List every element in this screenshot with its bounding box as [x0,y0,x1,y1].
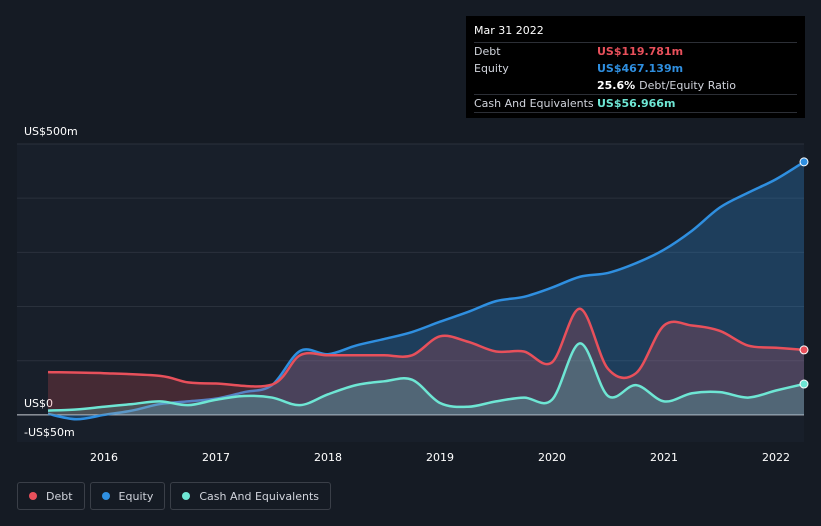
tooltip-value-cash: US$56.966m [597,97,676,110]
chart-legend: Debt Equity Cash And Equivalents [17,482,331,510]
tooltip-bottom-rule [474,112,797,114]
legend-item-equity[interactable]: Equity [89,482,166,510]
legend-dot-cash [182,492,191,500]
end-marker-debt [799,345,809,355]
x-tick-label-2018: 2018 [314,451,342,464]
x-tick-label-2019: 2019 [426,451,454,464]
tooltip-row-equity: Equity US$467.139m [474,60,797,77]
legend-label-equity: Equity [118,489,154,503]
tooltip-value-ratio: 25.6% [597,79,636,92]
end-marker-cash-and-equivalents [799,379,809,389]
tooltip-value-debt: US$119.781m [597,45,684,58]
series-area-debt [48,308,804,415]
x-tick-label-2022: 2022 [762,451,790,464]
tooltip-label-ratio [474,77,597,94]
end-marker-equity [799,157,809,167]
tooltip-value-equity: US$467.139m [597,62,684,75]
legend-label-cash: Cash And Equivalents [199,489,319,503]
tooltip-panel: Mar 31 2022 Debt US$119.781m Equity US$4… [466,16,805,118]
y-tick-label-1: US$0 [24,397,53,410]
x-tick-label-2017: 2017 [202,451,230,464]
tooltip-row-debt: Debt US$119.781m [474,42,797,60]
legend-item-cash[interactable]: Cash And Equivalents [170,482,331,510]
series-line-debt [47,307,805,388]
x-tick-label-2016: 2016 [90,451,118,464]
legend-dot-debt [29,492,37,500]
y-tick-label-2: -US$50m [24,426,75,439]
tooltip-ratio-suffix: Debt/Equity Ratio [639,79,736,92]
plot-background [17,144,804,442]
legend-item-debt[interactable]: Debt [17,482,85,510]
tooltip-label-cash: Cash And Equivalents [474,97,594,110]
series-area-equity [48,161,804,420]
series-line-cash-and-equivalents [47,342,805,412]
x-tick-label-2020: 2020 [538,451,566,464]
tooltip-row-ratio: 25.6% Debt/Equity Ratio [474,77,797,94]
legend-dot-equity [101,492,110,500]
x-tick-label-2021: 2021 [650,451,678,464]
tooltip-label-debt: Debt [474,45,501,58]
tooltip-row-cash: Cash And Equivalents US$56.966m [474,94,797,112]
tooltip-date: Mar 31 2022 [474,24,544,37]
tooltip-label-equity: Equity [474,62,509,75]
legend-label-debt: Debt [46,489,73,503]
y-tick-label-0: US$500m [24,125,78,138]
